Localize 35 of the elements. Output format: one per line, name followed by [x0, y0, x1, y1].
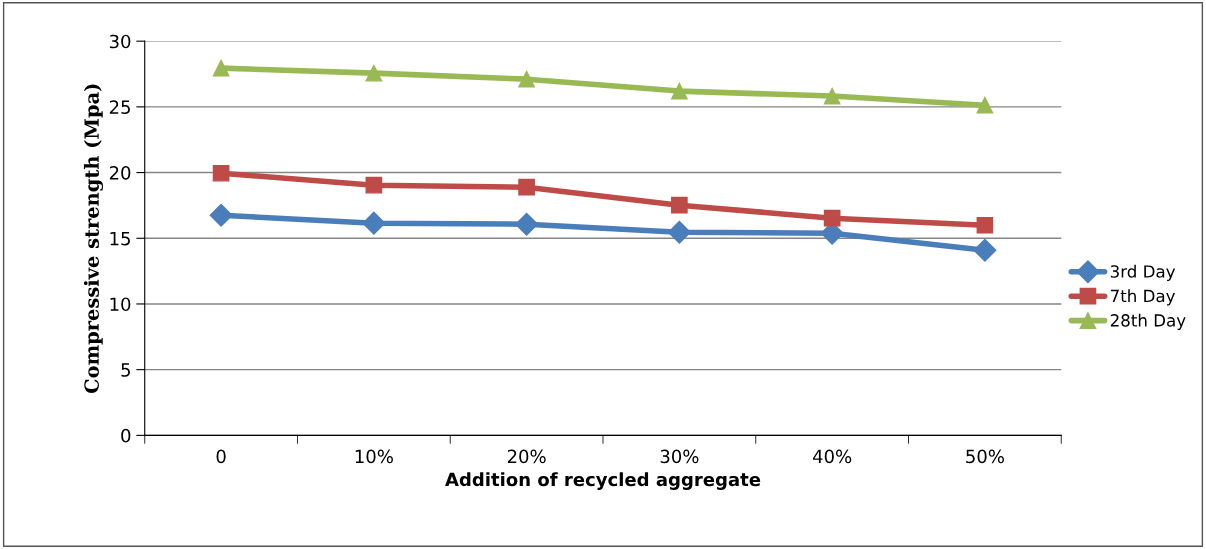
legend-label: 7th Day: [1110, 289, 1176, 306]
point: [976, 216, 994, 234]
y-axis-title: Compressive strength (Mpa): [83, 84, 103, 394]
x-tick-label: 0: [216, 449, 226, 464]
x-axis-title: Addition of recycled aggregate: [445, 472, 761, 490]
point: [973, 238, 997, 262]
point: [365, 64, 383, 82]
point: [365, 176, 383, 194]
x-tick-label: 50%: [966, 449, 1004, 464]
x-tick-label: 40%: [812, 449, 852, 464]
point: [515, 212, 539, 236]
y-tick-label: 5: [121, 363, 130, 377]
y-tick-label: 20: [109, 166, 131, 180]
y-tick-label: 15: [110, 231, 130, 246]
point: [671, 196, 688, 214]
x-tick-label: 10%: [355, 449, 393, 464]
x-tick-label: 20%: [507, 449, 546, 464]
point: [976, 96, 994, 114]
point: [518, 70, 535, 88]
y-tick-label: 0: [121, 428, 131, 443]
x-tick-label: 30%: [660, 449, 699, 464]
point: [209, 203, 233, 227]
point: [362, 211, 386, 235]
point: [518, 178, 535, 196]
point: [671, 82, 688, 100]
point: [212, 59, 230, 77]
point: [823, 87, 841, 105]
y-tick-label: 25: [109, 100, 130, 114]
legend-label: 3rd Day: [1110, 264, 1176, 281]
point: [667, 220, 691, 244]
legend-label: 28th Day: [1110, 313, 1186, 330]
y-tick-label: 10: [110, 297, 131, 312]
point: [823, 209, 841, 227]
y-tick-label: 30: [109, 34, 131, 49]
point: [212, 164, 230, 182]
